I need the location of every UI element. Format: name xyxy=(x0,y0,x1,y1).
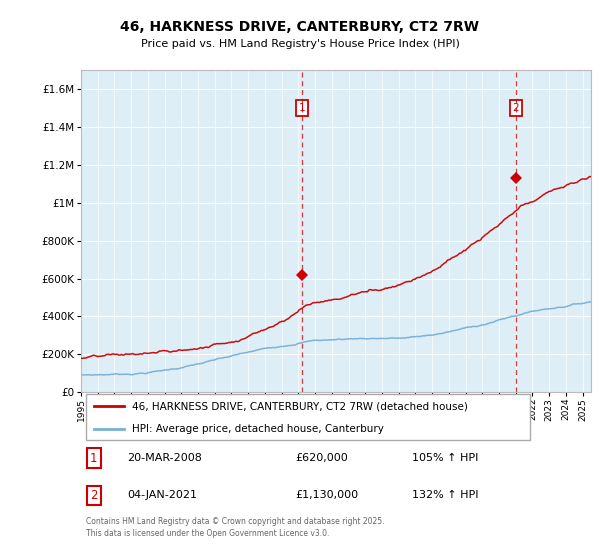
Text: 2: 2 xyxy=(512,103,519,113)
FancyBboxPatch shape xyxy=(86,394,530,440)
Text: 1: 1 xyxy=(299,103,305,113)
Text: 1: 1 xyxy=(90,452,97,465)
Text: Contains HM Land Registry data © Crown copyright and database right 2025.
This d: Contains HM Land Registry data © Crown c… xyxy=(86,517,385,538)
Text: 132% ↑ HPI: 132% ↑ HPI xyxy=(413,491,479,501)
Text: 04-JAN-2021: 04-JAN-2021 xyxy=(127,491,197,501)
Text: 20-MAR-2008: 20-MAR-2008 xyxy=(127,453,202,463)
Text: HPI: Average price, detached house, Canterbury: HPI: Average price, detached house, Cant… xyxy=(132,424,384,434)
Text: £1,130,000: £1,130,000 xyxy=(295,491,358,501)
Text: 46, HARKNESS DRIVE, CANTERBURY, CT2 7RW: 46, HARKNESS DRIVE, CANTERBURY, CT2 7RW xyxy=(121,20,479,34)
Text: 105% ↑ HPI: 105% ↑ HPI xyxy=(413,453,479,463)
Text: Price paid vs. HM Land Registry's House Price Index (HPI): Price paid vs. HM Land Registry's House … xyxy=(140,39,460,49)
Text: 46, HARKNESS DRIVE, CANTERBURY, CT2 7RW (detached house): 46, HARKNESS DRIVE, CANTERBURY, CT2 7RW … xyxy=(132,401,468,411)
Text: 2: 2 xyxy=(90,489,97,502)
Text: £620,000: £620,000 xyxy=(295,453,348,463)
